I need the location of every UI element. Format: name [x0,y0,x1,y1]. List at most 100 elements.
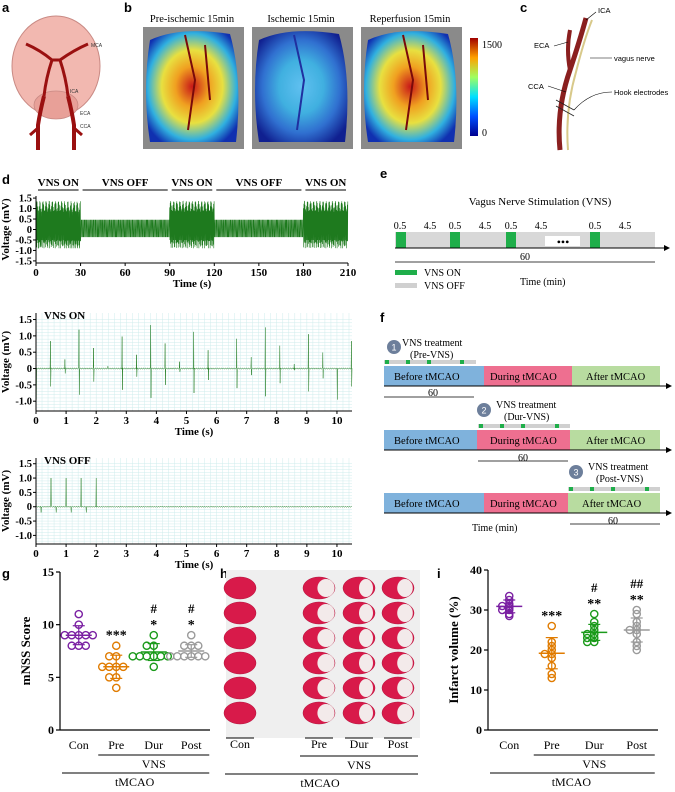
significance-stars: * [188,618,195,633]
panel-d-letter: d [2,172,10,187]
mnss-scatter: 0 5 10 15 mNSS Score Con *** Pre * # Dur * # Post VNS t… [18,565,210,789]
protocol-time-label: Time (min) [520,277,565,288]
paradigm-treatment: VNS treatment [496,400,556,411]
vns-on-block [396,232,406,248]
brain-slice [223,626,257,650]
label-trace-on: VNS ON [44,310,85,322]
data-point [582,633,592,643]
infarct-region [359,704,373,722]
y-tick-label: 1.5 [19,194,32,205]
dur-label: 0.5 [449,221,462,232]
slice-label-pre: Pre [311,737,327,751]
x-tick-label: 1 [63,415,69,427]
vessel-illustration: ICA ECA vagus nerve CCA Hook electrodes [528,6,668,151]
trace-vns-off: 0 1 2 3 4 5 6 7 8 9 10 1.5 1.0 0.5 0 -0.5 -1.0 Time (s) Vo… [0,458,353,571]
vns-protocol-title: Vagus Nerve Stimulation (VNS) [469,196,612,208]
data-point [81,641,91,651]
infarct-region [317,654,335,672]
trace-line [35,200,349,249]
x-axis-label: Time (s) [175,426,214,438]
dur-label: 4.5 [535,221,548,232]
vns-on-block [506,232,516,248]
y-tick-label: 40 [470,563,482,577]
x-category-label: Post [626,738,647,752]
y-tick-label: 0.5 [19,488,32,499]
infarct-region [359,679,373,697]
slice-label-dur: Dur [350,737,369,751]
phase-label: VNS OFF [235,177,282,189]
data-point [582,629,592,639]
y-tick-label: -0.5 [15,235,32,246]
dur-label: 4.5 [619,221,632,232]
x-tick-label: 5 [184,415,190,427]
legend-on-swatch [395,270,417,275]
phase-before: Before tMCAO [394,499,460,510]
x-tick-label: 7 [244,548,250,560]
data-point [582,637,592,647]
trace-line [35,322,353,400]
colorbar-min: 0 [482,128,487,139]
infarct-region [317,679,335,697]
laser-title-rep: Reperfusion 15min [370,14,452,25]
y-tick-label: -1.5 [15,256,32,267]
infarct-scatter: 0 10 20 30 40 Infarct volume (%) Con *** Pre ** # D… [446,563,658,789]
slice-label-tmcao: tMCAO [300,776,340,790]
phase-label: VNS OFF [102,177,149,189]
label-c-eca: ECA [534,41,549,50]
brain-slice [223,701,257,725]
y-tick-label: 0 [48,723,54,737]
panel-g-letter: g [2,566,10,581]
data-point [540,649,550,659]
x-tick-label: 3 [124,548,130,560]
data-point [111,683,121,693]
panel-h-letter: h [220,566,228,581]
x-tick-label: 30 [75,267,87,279]
significance-stars: ** [587,597,601,612]
significance-hash: # [188,601,195,616]
x-tick-label: 4 [154,548,160,560]
significance-stars: ** [630,593,644,608]
data-point [111,641,121,651]
x-tick-label: 8 [274,548,280,560]
data-point [193,651,203,661]
data-point [135,651,145,661]
data-point [589,609,599,619]
legend-on: VNS ON [424,268,461,279]
x-tick-label: 5 [184,548,190,560]
slice-label-con: Con [230,737,250,751]
infarct-region [317,604,335,622]
x-category-label: Dur [144,738,163,752]
y-tick-label: 0 [27,364,32,375]
vns-label: VNS [142,757,166,771]
data-point [104,673,114,682]
x-tick-label: 10 [331,548,343,560]
data-point [172,651,182,661]
data-point [142,651,152,661]
y-axis-label: Infarct volume (%) [446,596,461,703]
x-tick-label: 90 [164,267,176,279]
y-tick-label: 1.0 [19,474,32,485]
x-tick-label: 180 [295,267,312,279]
x-axis-label: Time (s) [175,559,214,571]
data-point [200,651,210,661]
y-tick-label: -0.5 [15,380,32,391]
paradigm-treatment: (Post-VNS) [596,474,643,485]
label-trace-off: VNS OFF [44,455,91,467]
panel-c-letter: c [520,0,527,15]
label-c-hook: Hook electrodes [614,88,668,97]
vns-on-block [590,232,600,248]
x-category-label: Pre [544,738,560,752]
data-point [74,609,84,619]
panel-i-letter: i [437,566,441,581]
brain-illustration: MCA ICA ECA CCA [11,15,103,150]
label-c-vagus: vagus nerve [614,54,655,63]
laser-image-rep [361,27,462,149]
tmcao-label: tMCAO [115,775,155,789]
x-tick-label: 2 [93,548,99,560]
x-tick-label: 210 [340,267,357,279]
laser-title-pre: Pre-ischemic 15min [150,14,235,25]
x-axis-label: Time (s) [173,278,212,290]
colorbar-max: 1500 [482,40,502,51]
vns-on-block [450,232,460,248]
paradigm-num: 2 [481,406,486,416]
